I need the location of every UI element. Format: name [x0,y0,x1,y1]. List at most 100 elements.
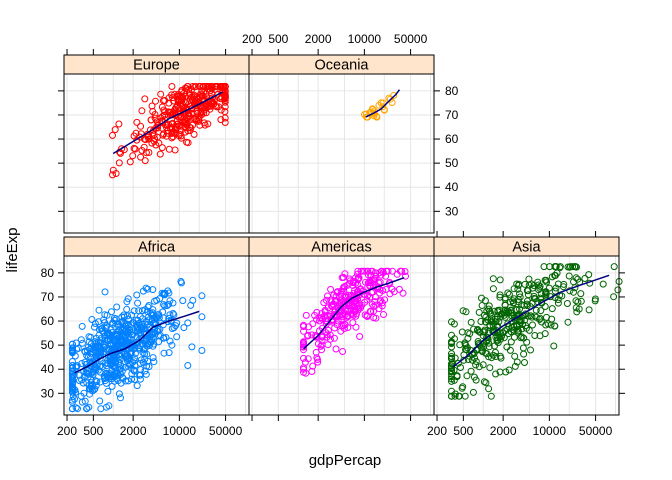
data-point-americas [318,341,326,349]
data-point-asia [491,342,498,350]
data-point-europe [141,157,149,165]
x-tick-label: 50000 [394,32,428,46]
data-point-europe [137,153,145,161]
x-tick-label: 200 [427,424,447,438]
x-tick-label: 10000 [348,32,382,46]
data-point-asia [551,263,559,271]
data-point-africa [198,313,206,321]
data-point-africa [137,371,144,379]
x-axis-title: gdpPercap [309,452,382,469]
data-point-asia [448,377,455,385]
data-point-americas [309,320,317,328]
data-point-africa [88,316,96,323]
data-point-asia [472,358,480,365]
data-point-asia [483,307,491,315]
strip-label-europe: Europe [133,58,180,74]
data-point-africa [85,333,93,341]
data-point-asia [511,362,519,370]
data-point-asia [482,349,490,357]
y-tick-label: 40 [445,180,459,194]
data-point-africa [84,373,92,381]
data-point-africa [124,295,132,303]
data-point-asia [572,297,580,305]
data-point-africa [168,341,176,349]
data-point-africa [114,341,122,349]
data-point-africa [145,363,153,371]
data-point-europe [221,103,229,111]
data-point-asia [494,336,502,344]
data-point-asia [458,328,466,336]
strip-label-africa: Africa [138,240,176,256]
data-point-africa [198,347,206,354]
data-point-asia [610,263,618,271]
data-point-americas [308,331,316,339]
data-point-europe [129,152,137,160]
data-point-africa [120,313,128,321]
data-point-americas [376,289,384,297]
data-point-asia [496,291,504,299]
data-point-asia [536,284,544,292]
data-point-americas [377,271,385,279]
x-tick-label: 10000 [163,424,197,438]
data-point-africa [73,362,81,370]
data-point-europe [150,131,158,139]
data-point-asia [461,392,469,400]
data-point-africa [154,326,162,334]
y-tick-label: 50 [41,338,55,352]
data-point-europe [141,95,149,103]
data-point-africa [77,336,85,344]
data-point-americas [349,277,357,285]
data-point-asia [519,344,527,352]
data-point-americas [347,306,355,314]
data-point-africa [72,404,80,412]
data-point-asia [492,370,500,378]
data-point-asia [485,343,493,351]
data-point-asia [472,376,480,384]
data-point-africa [115,358,123,366]
data-point-asia [528,313,536,321]
y-tick-label: 60 [41,314,55,328]
data-point-americas [357,285,364,293]
data-point-americas [332,345,340,353]
data-point-americas [308,368,316,375]
data-point-asia [474,325,482,333]
data-point-asia [485,385,493,393]
trend-line-oceania [365,89,401,118]
data-point-americas [363,313,371,320]
data-point-asia [475,363,483,371]
panel-americas: Americas [248,236,435,416]
data-point-asia [488,315,496,323]
data-point-africa [124,324,132,332]
data-point-asia [510,322,518,330]
data-point-africa [93,378,101,386]
data-point-africa [155,314,163,322]
data-point-asia [464,329,472,337]
data-point-africa [86,385,93,393]
data-point-europe [152,124,160,132]
data-point-americas [361,311,369,319]
data-point-americas [337,290,345,298]
data-point-europe [171,146,179,154]
data-point-asia [524,291,532,299]
data-point-africa [100,348,108,356]
data-point-africa [98,327,106,335]
data-point-africa [160,301,168,309]
data-point-asia [515,280,523,288]
data-point-asia [494,308,502,316]
data-point-americas [318,346,326,354]
data-point-asia [541,303,549,310]
data-point-asia [523,338,531,346]
data-point-americas [364,267,372,275]
data-point-americas [350,298,358,306]
data-point-europe [164,127,172,135]
data-point-africa [104,359,112,367]
y-tick-label: 50 [445,156,459,170]
trend-line-europe [112,91,223,155]
panel-border-oceania [248,73,435,234]
x-tick-label: 2000 [120,424,147,438]
data-point-africa [96,354,104,362]
data-point-europe [190,130,198,138]
data-point-asia [529,321,536,329]
data-point-asia [496,352,504,360]
data-point-asia [448,340,455,347]
